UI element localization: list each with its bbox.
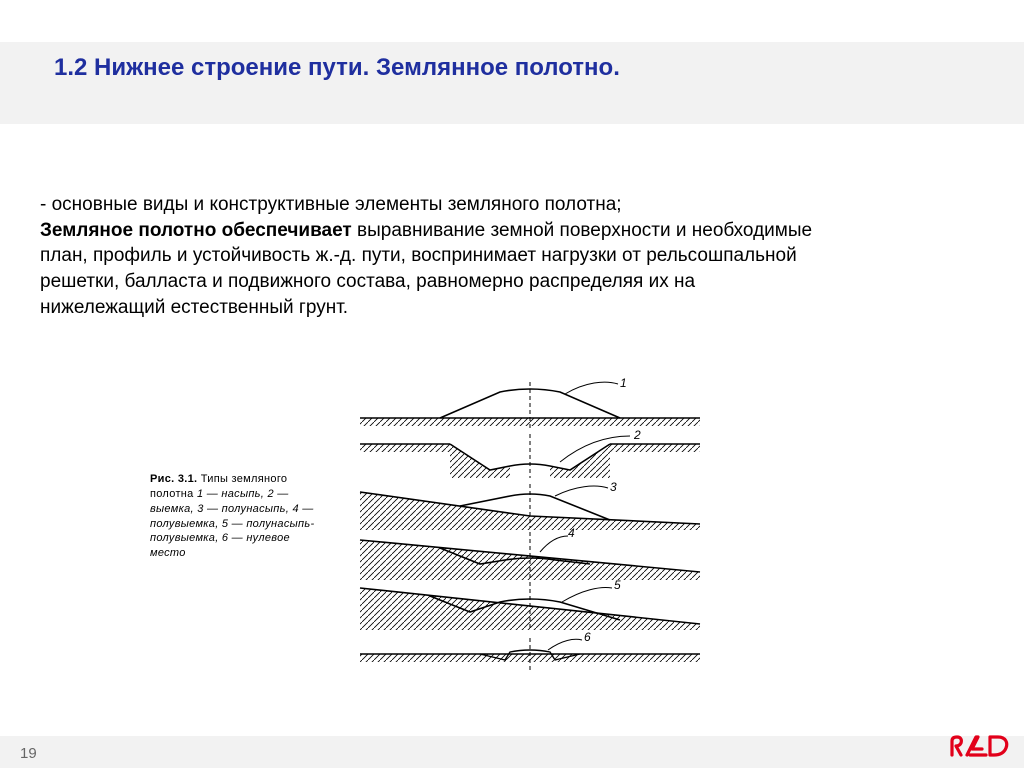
label-1: 1 [620,376,627,390]
label-2: 2 [634,428,641,442]
profile-5: 5 [350,580,710,630]
page-title: 1.2 Нижнее строение пути. Землянное поло… [54,54,620,82]
profile-2: 2 [350,430,710,480]
profile-6: 6 [350,630,710,680]
footer-bar [0,736,1024,768]
profile-4: 4 [350,530,710,580]
body-paragraph: - основные виды и конструктивные элемент… [40,192,820,320]
label-3: 3 [610,480,617,494]
label-5: 5 [614,578,621,592]
profile-1: 1 [350,380,710,430]
body-line1: - основные виды и конструктивные элемент… [40,194,622,215]
body-bold: Земляное полотно обеспечивает [40,220,352,241]
figure: Рис. 3.1. Типы земляного полотна 1 — нас… [150,380,710,690]
profiles: 1 2 [350,380,710,690]
figure-caption: Рис. 3.1. Типы земляного полотна 1 — нас… [150,472,320,561]
page-number: 19 [20,745,37,762]
label-6: 6 [584,630,591,644]
rzd-logo [948,733,1012,766]
caption-bold: Рис. 3.1. [150,473,197,485]
label-4: 4 [568,526,575,540]
profile-3: 3 [350,480,710,530]
